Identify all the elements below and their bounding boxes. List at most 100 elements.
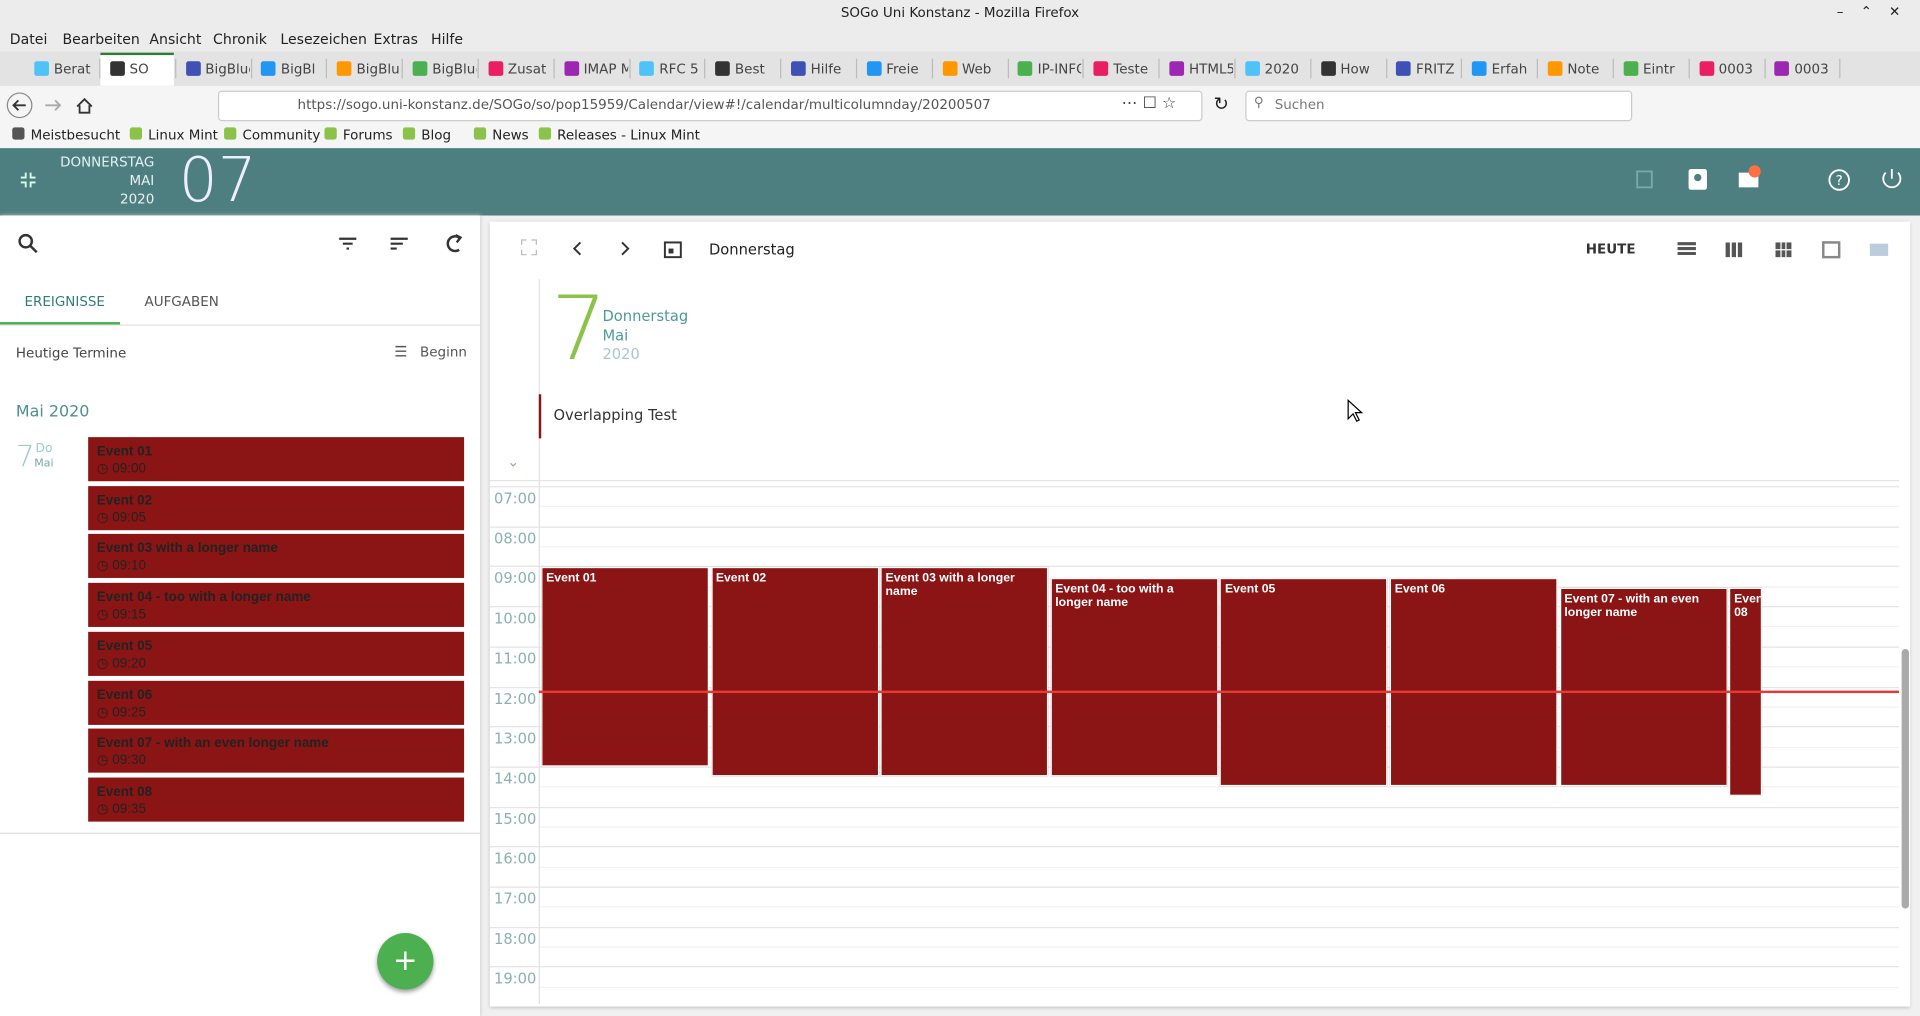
bookmark[interactable]: Meistbesucht <box>30 127 121 144</box>
event-card[interactable]: Event 03 with a longer name ◷ 09:10 <box>88 534 465 579</box>
sidebar-tab[interactable]: EREIGNISSE <box>24 293 105 310</box>
tab[interactable]: 0003 <box>1794 61 1829 78</box>
url-actions[interactable]: ⋯ ☐ ☆ <box>1121 94 1177 113</box>
event-card[interactable]: Event 04 - too with a longer name ◷ 09:15 <box>88 582 465 628</box>
header-icons[interactable]: ? <box>1635 165 1904 192</box>
tab[interactable]: Erfah <box>1491 61 1528 78</box>
tab-icon <box>488 61 504 76</box>
calendar-nav[interactable] <box>520 239 682 261</box>
bookmark[interactable]: News <box>492 127 529 144</box>
calendar-event-name[interactable]: Event 04 - too with a longer name <box>1055 582 1174 610</box>
menu-item[interactable]: Lesezeichen <box>280 30 367 48</box>
menu-item[interactable]: Hilfe <box>431 30 464 48</box>
event-name[interactable]: Event 01 <box>96 444 153 460</box>
bookmark[interactable]: Releases - Linux Mint <box>557 127 700 144</box>
tab[interactable]: Best <box>734 61 765 78</box>
bookmark[interactable]: Community <box>242 127 321 144</box>
calendar-event-name[interactable]: Event 08 <box>1734 592 1761 620</box>
calendar-event-name[interactable]: Event 03 with a longer name <box>885 572 1015 600</box>
header-year: 2020 <box>120 191 155 207</box>
all-day-event[interactable]: Overlapping Test <box>553 406 677 424</box>
event-card[interactable]: Event 02 ◷ 09:05 <box>88 485 465 530</box>
tab[interactable]: Freie <box>886 61 919 78</box>
bookmark-icon <box>224 127 237 140</box>
calendar-event-name[interactable]: Event 01 <box>546 572 597 586</box>
tab[interactable]: Hilfe <box>810 61 842 78</box>
menu-item[interactable]: Extras <box>373 30 418 48</box>
tab[interactable]: SO <box>129 61 149 78</box>
url-box[interactable] <box>217 90 1203 122</box>
half-hour-line <box>538 826 1900 828</box>
tab[interactable]: IP-INFO F <box>1037 61 1082 78</box>
tab[interactable]: IMAP ME <box>583 61 628 78</box>
calendar-event[interactable]: Event 02 <box>710 567 879 777</box>
tab[interactable]: BigBlueB <box>432 61 476 78</box>
calendar-event[interactable]: Event 07 - with an even longer name <box>1559 587 1728 787</box>
tab[interactable]: Berat <box>53 61 91 78</box>
calendar-event[interactable]: Event 06 <box>1389 577 1558 787</box>
event-card[interactable]: Event 08 ◷ 09:35 <box>88 777 465 822</box>
today-button[interactable]: HEUTE <box>1585 241 1636 258</box>
event-name[interactable]: Event 07 - with an even longer name <box>96 736 329 751</box>
sidebar-toolbar[interactable] <box>18 233 471 256</box>
tab[interactable]: HTML5 S <box>1188 61 1234 78</box>
bookmark[interactable]: Linux Mint <box>148 127 218 144</box>
menu-item[interactable]: Ansicht <box>149 30 202 48</box>
tab[interactable]: 0003 <box>1718 61 1753 78</box>
tab[interactable]: Web <box>961 61 992 78</box>
event-name[interactable]: Event 02 <box>96 493 153 508</box>
tab[interactable]: BigBlueB <box>356 61 401 78</box>
calendar-event-name[interactable]: Event 06 <box>1394 582 1446 596</box>
event-card[interactable]: Event 01 ◷ 09:00 <box>88 437 465 482</box>
event-card[interactable]: Event 07 - with an even longer name ◷ 09:… <box>88 728 465 773</box>
event-name[interactable]: Event 04 - too with a longer name <box>96 590 311 606</box>
tab[interactable]: BigBlueB <box>205 61 249 78</box>
hour-label: 15:00 <box>493 810 537 828</box>
event-name[interactable]: Event 03 with a longer name <box>96 541 278 557</box>
tab[interactable]: RFC 5 <box>659 61 699 78</box>
collapse-icon[interactable] <box>20 171 37 188</box>
tab-icon <box>715 61 731 76</box>
sidebar-tab[interactable]: AUFGABEN <box>144 293 219 310</box>
menu-item[interactable]: Bearbeiten <box>62 30 140 48</box>
menu-item[interactable]: Chronik <box>213 30 267 48</box>
tab[interactable]: FRITZ <box>1415 61 1455 78</box>
tab[interactable]: Note <box>1567 61 1600 78</box>
menu-item[interactable]: Datei <box>9 30 48 48</box>
window-controls[interactable]: –⌃✕ <box>1836 3 1918 20</box>
calendar-event[interactable]: Event 01 <box>541 567 709 767</box>
expand-chevron[interactable]: ⌄ <box>506 453 520 471</box>
event-card[interactable]: Event 05 ◷ 09:20 <box>88 631 465 676</box>
add-button[interactable]: + <box>377 933 434 990</box>
url[interactable]: https://sogo.uni-konstanz.de/SOGo/so/pop… <box>297 96 991 113</box>
sort-label[interactable]: Beginn <box>420 344 467 360</box>
bookmark[interactable]: Forums <box>342 127 393 144</box>
nav-buttons[interactable] <box>6 92 104 119</box>
tab[interactable]: 2020 <box>1264 61 1299 78</box>
calendar-event-name[interactable]: Event 02 <box>715 572 767 586</box>
hour-label: 07:00 <box>493 489 537 507</box>
calendar-event[interactable]: Event 05 <box>1220 577 1388 787</box>
clock-icon: ◷ <box>96 607 113 623</box>
tab[interactable]: Zusat <box>507 61 547 78</box>
tab[interactable]: Teste <box>1113 61 1149 78</box>
event-name[interactable]: Event 06 <box>96 687 153 703</box>
calendar-event-name[interactable]: Event 05 <box>1224 582 1276 596</box>
bookmark[interactable]: Blog <box>421 127 452 144</box>
view-switcher[interactable] <box>1676 240 1890 260</box>
event-name[interactable]: Event 08 <box>96 784 153 800</box>
calendar-event[interactable]: Event 03 with a longer name <box>880 567 1049 777</box>
search-box[interactable] <box>1245 90 1633 122</box>
calendar-event-name[interactable]: Event 07 - with an even longer name <box>1564 592 1700 620</box>
tab[interactable]: BigBl <box>280 61 316 78</box>
sort-icon[interactable]: ☰ <box>394 342 408 360</box>
tab[interactable]: How <box>1340 61 1370 78</box>
scrollbar[interactable] <box>1901 648 1909 909</box>
tab-separator <box>1839 58 1841 79</box>
search-placeholder[interactable]: Suchen <box>1274 96 1325 113</box>
event-name[interactable]: Event 05 <box>96 638 153 654</box>
calendar-event[interactable]: Event 04 - too with a longer name <box>1050 577 1219 777</box>
event-card[interactable]: Event 06 ◷ 09:25 <box>88 680 465 725</box>
tab[interactable]: Eintr <box>1643 61 1675 78</box>
reload[interactable]: ↻ <box>1213 93 1229 116</box>
